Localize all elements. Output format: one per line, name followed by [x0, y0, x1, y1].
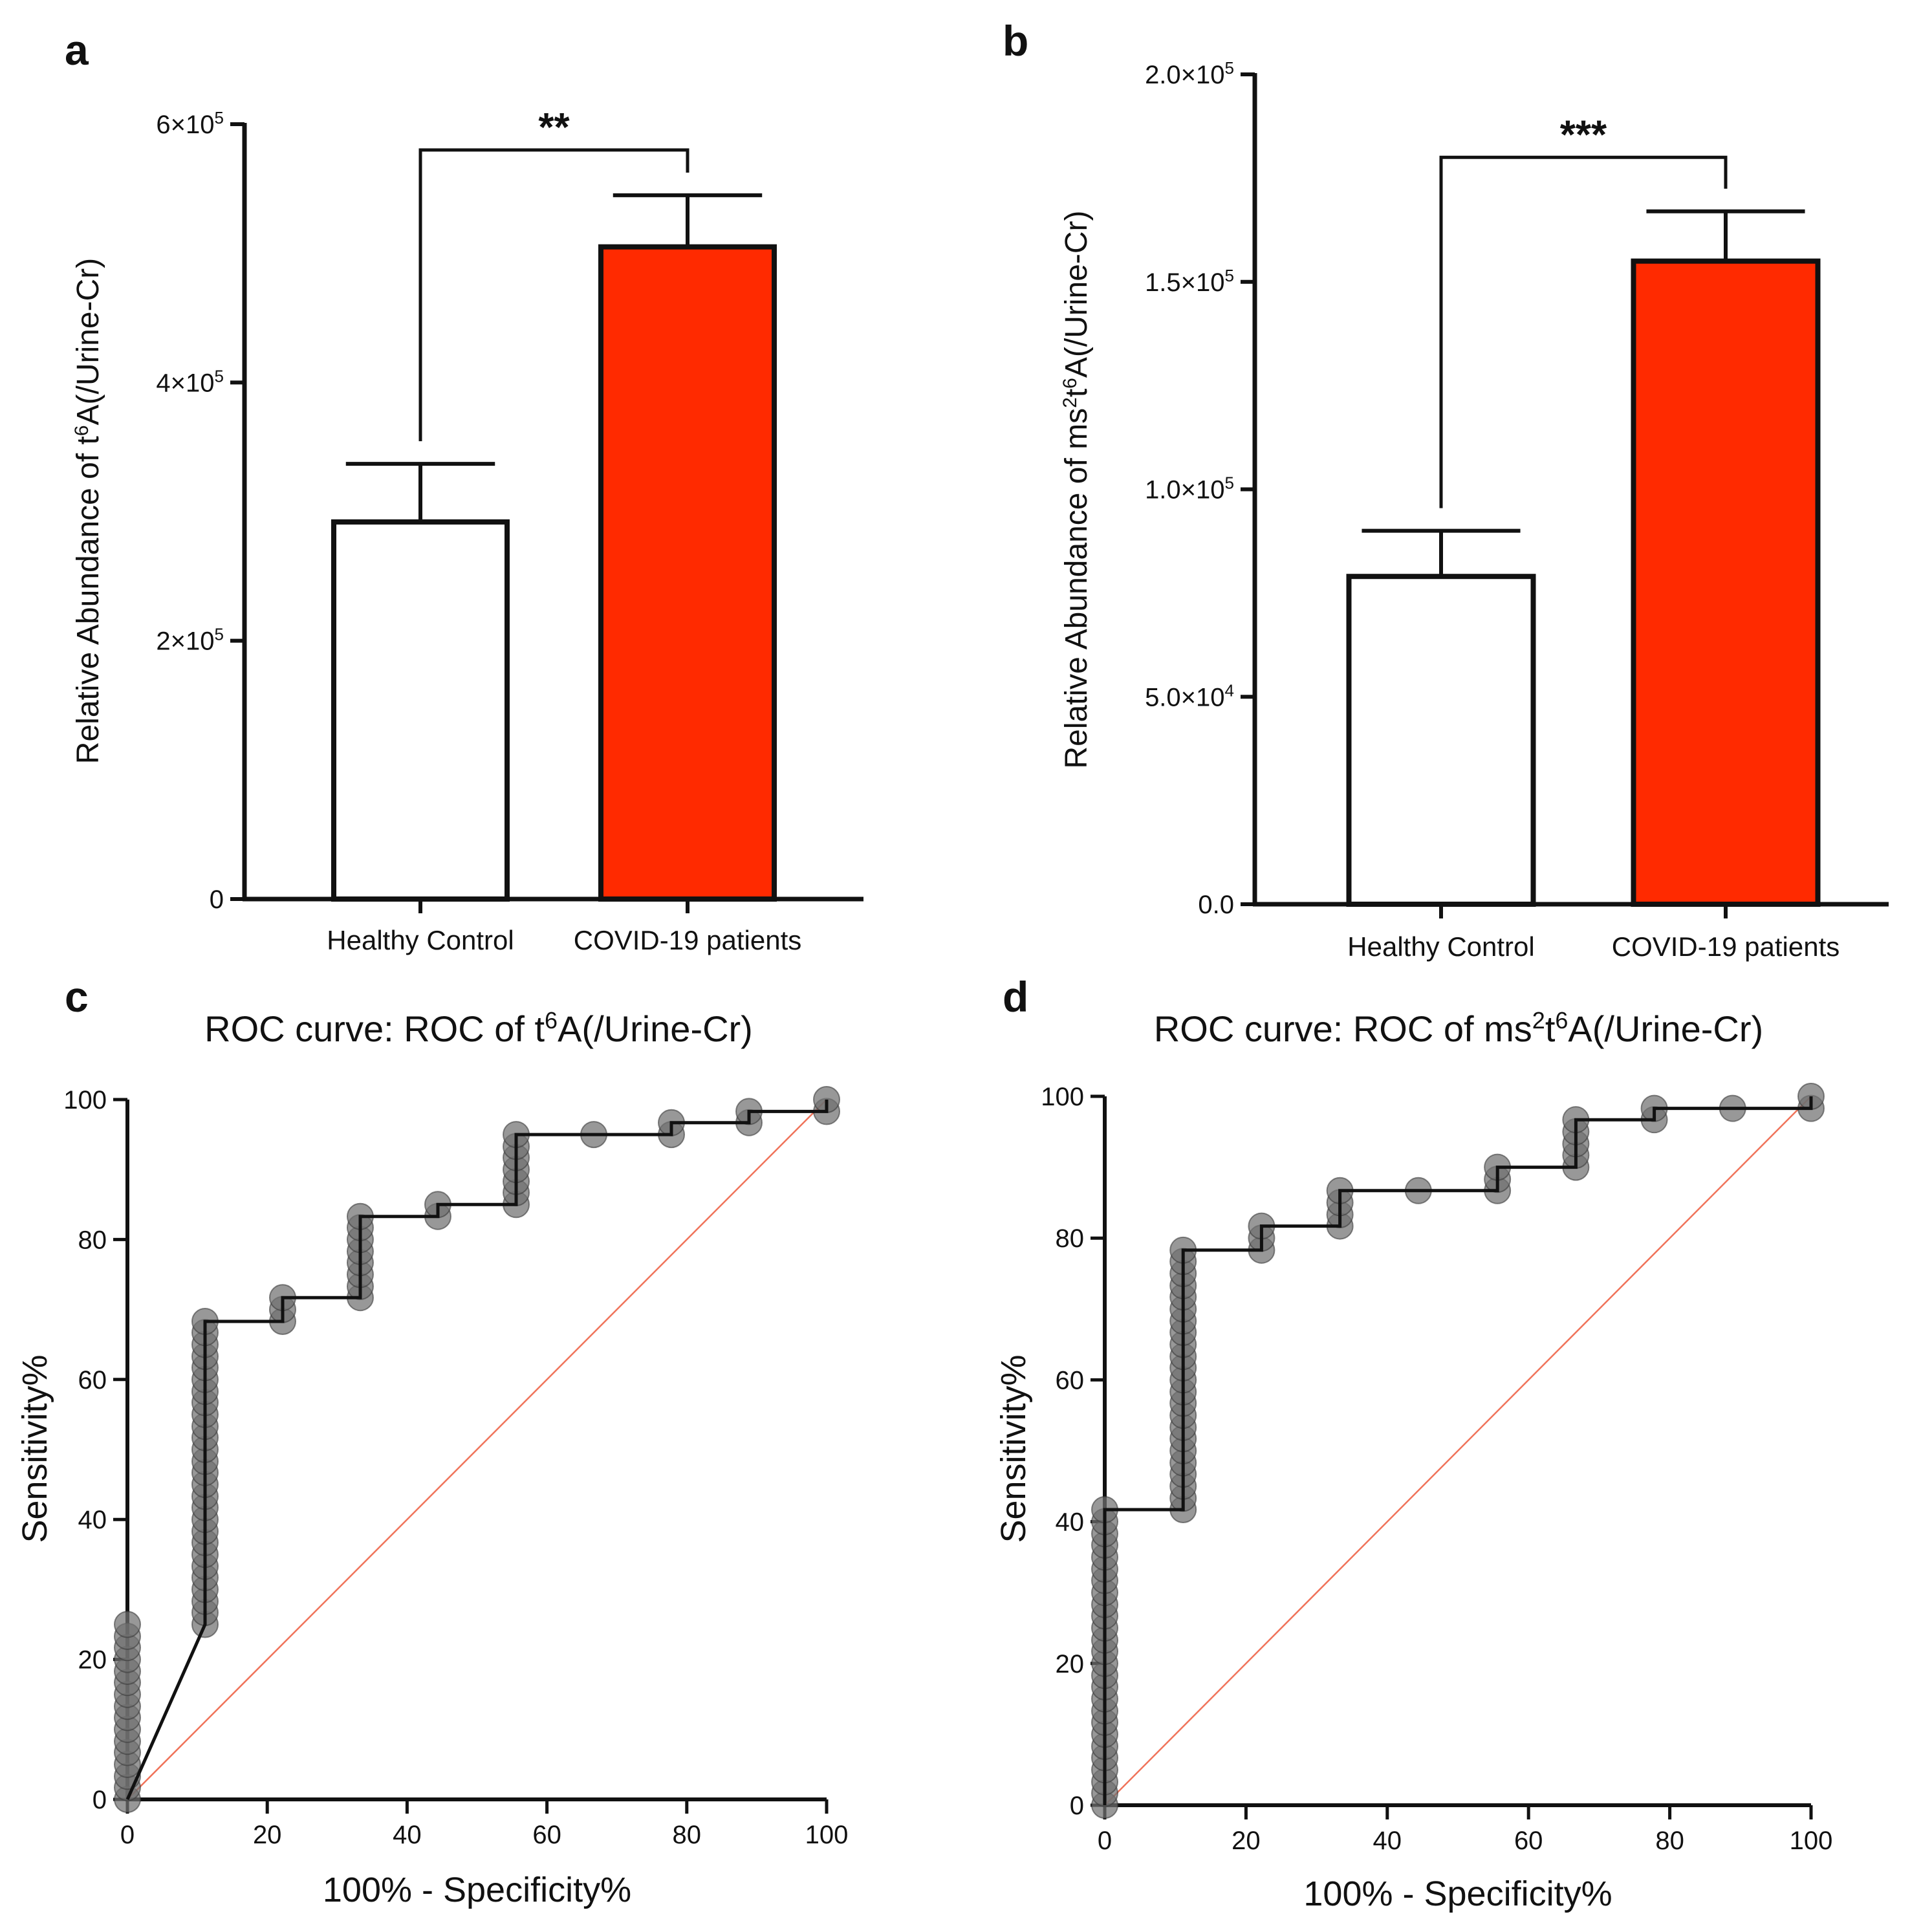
y-tick-label-sup: 5 — [215, 108, 224, 127]
x-tick-label: 20 — [1232, 1827, 1261, 1855]
chart-title-part: ROC curve: ROC of ms — [1154, 1008, 1532, 1049]
y-tick-label: 20 — [1056, 1650, 1085, 1678]
chart-title-part: A(/Urine-Cr) — [558, 1008, 753, 1049]
panel-b: b 0.05.0×1041.0×1051.5×1052.0×105Healthy… — [1003, 17, 1889, 962]
y-axis-title: Relative Abundance of ms2t6A(/Urine-Cr) — [1059, 210, 1094, 768]
y-tick-label: 1.0×105 — [1145, 473, 1234, 505]
chart-title-part: A(/Urine-Cr) — [1568, 1008, 1763, 1049]
x-tick-label: 40 — [393, 1821, 422, 1849]
x-tick-label: 60 — [532, 1821, 561, 1849]
y-tick-label: 0.0 — [1198, 891, 1234, 919]
reference-line — [127, 1099, 827, 1800]
panel-c-label: c — [65, 973, 89, 1021]
y-tick-label-part: 2.0×10 — [1145, 61, 1224, 89]
chart-title: ROC curve: ROC of ms2t6A(/Urine-Cr) — [1154, 1007, 1763, 1050]
y-tick-label-part: 0 — [210, 885, 224, 914]
y-axis-title: Relative Abundance of t6A(/Urine-Cr) — [71, 258, 106, 764]
category-label: COVID-19 patients — [574, 925, 802, 955]
chart-title-sup: 6 — [1555, 1007, 1568, 1034]
y-tick-label: 0 — [1070, 1792, 1084, 1820]
y-tick-label: 0 — [210, 885, 224, 914]
y-tick-label-sup: 5 — [215, 366, 224, 385]
panel-c: c ROC curve: ROC of t6A(/Urine-Cr) 0 20 40 6… — [16, 973, 848, 1909]
y-tick-label-part: 6×10 — [156, 111, 214, 139]
x-tick-label: 0 — [120, 1821, 135, 1849]
y-tick-label: 0 — [92, 1786, 107, 1814]
x-axis-title: 100% - Specificity% — [1303, 1874, 1612, 1913]
y-tick-label: 1.5×105 — [1145, 266, 1234, 297]
y-tick-label-sup: 4 — [1225, 680, 1234, 700]
chart-title-part: t — [1545, 1008, 1556, 1049]
y-axis-title-sup: 6 — [1059, 378, 1081, 389]
category-label: COVID-19 patients — [1612, 931, 1840, 962]
y-tick-label: 100 — [63, 1086, 107, 1114]
bar — [598, 244, 777, 902]
panel-a-label: a — [65, 26, 89, 74]
x-tick-label: 60 — [1514, 1827, 1543, 1855]
x-axis-title: 100% - Specificity% — [323, 1871, 631, 1909]
y-tick-label: 5.0×104 — [1145, 680, 1234, 711]
roc-curve — [1103, 1096, 1813, 1805]
y-tick-label: 2.0×105 — [1145, 58, 1234, 89]
x-tick-label: 40 — [1373, 1827, 1402, 1855]
y-tick-label: 40 — [1056, 1508, 1085, 1537]
y-tick-label: 40 — [78, 1506, 107, 1534]
x-tick-label: 100 — [1790, 1827, 1833, 1855]
y-axis-title-part: A(/Urine-Cr) — [71, 258, 105, 426]
y-tick-label-part: 2×10 — [156, 627, 214, 656]
category-label: Healthy Control — [1347, 931, 1534, 962]
y-tick-label-sup: 5 — [1225, 58, 1234, 78]
y-tick-label: 80 — [1056, 1224, 1085, 1253]
y-axis-title-part: Relative Abundance of t — [71, 436, 105, 764]
chart-title-sup: 6 — [545, 1007, 558, 1034]
y-axis-title-sup: 2 — [1059, 397, 1081, 408]
x-tick-label: 100 — [805, 1821, 849, 1849]
reference-line — [1104, 1096, 1812, 1806]
y-tick-label-part: 4×10 — [156, 369, 214, 397]
y-tick-label: 100 — [1041, 1083, 1084, 1111]
y-tick-label-part: 5.0×10 — [1145, 683, 1224, 711]
y-tick-label: 80 — [78, 1226, 107, 1254]
panel-d: d ROC curve: ROC of ms2t6A(/Urine-Cr)020… — [994, 973, 1832, 1913]
y-axis-title-part: A(/Urine-Cr) — [1059, 210, 1094, 378]
bar — [331, 519, 510, 902]
x-tick-label: 80 — [673, 1821, 702, 1849]
y-tick-label-part: 1.5×10 — [1145, 268, 1224, 297]
chart-title: ROC curve: ROC of t6A(/Urine-Cr) — [204, 1007, 753, 1050]
y-tick-label: 60 — [1056, 1366, 1085, 1395]
significance-label: ** — [538, 105, 570, 150]
y-axis-title-sup: 6 — [71, 425, 92, 436]
roc-curve — [125, 1100, 829, 1801]
chart-title-part: ROC curve: ROC of t — [204, 1008, 545, 1049]
y-axis-title: Sensitivity% — [994, 1354, 1033, 1543]
y-axis-title-part: Relative Abundance of ms — [1059, 408, 1094, 769]
roc-point — [114, 1611, 141, 1638]
y-tick-label-sup: 5 — [1225, 473, 1234, 493]
significance-bracket — [418, 148, 689, 442]
chart-title-sup: 2 — [1532, 1007, 1545, 1034]
significance-label: *** — [1560, 113, 1607, 157]
panel-d-label: d — [1003, 973, 1028, 1021]
bar — [1346, 574, 1536, 907]
y-tick-label-sup: 5 — [215, 625, 224, 644]
y-tick-label: 6×105 — [156, 108, 224, 139]
y-tick-label-part: 0.0 — [1198, 891, 1234, 919]
significance-bracket — [1439, 155, 1728, 508]
y-tick-label: 4×105 — [156, 366, 224, 397]
y-axis-title-part: t — [1059, 389, 1094, 397]
y-tick-label: 2×105 — [156, 625, 224, 656]
x-tick-label: 20 — [253, 1821, 282, 1849]
y-axis-title: Sensitivity% — [16, 1354, 54, 1543]
x-tick-label: 80 — [1655, 1827, 1684, 1855]
y-tick-label: 20 — [78, 1646, 107, 1675]
bar — [1631, 258, 1821, 907]
category-label: Healthy Control — [327, 925, 514, 955]
y-tick-label-part: 1.0×10 — [1145, 476, 1224, 505]
y-tick-label-sup: 5 — [1225, 266, 1234, 285]
panel-b-label: b — [1003, 17, 1028, 65]
x-tick-label: 0 — [1098, 1827, 1112, 1855]
y-tick-label: 60 — [78, 1366, 107, 1395]
